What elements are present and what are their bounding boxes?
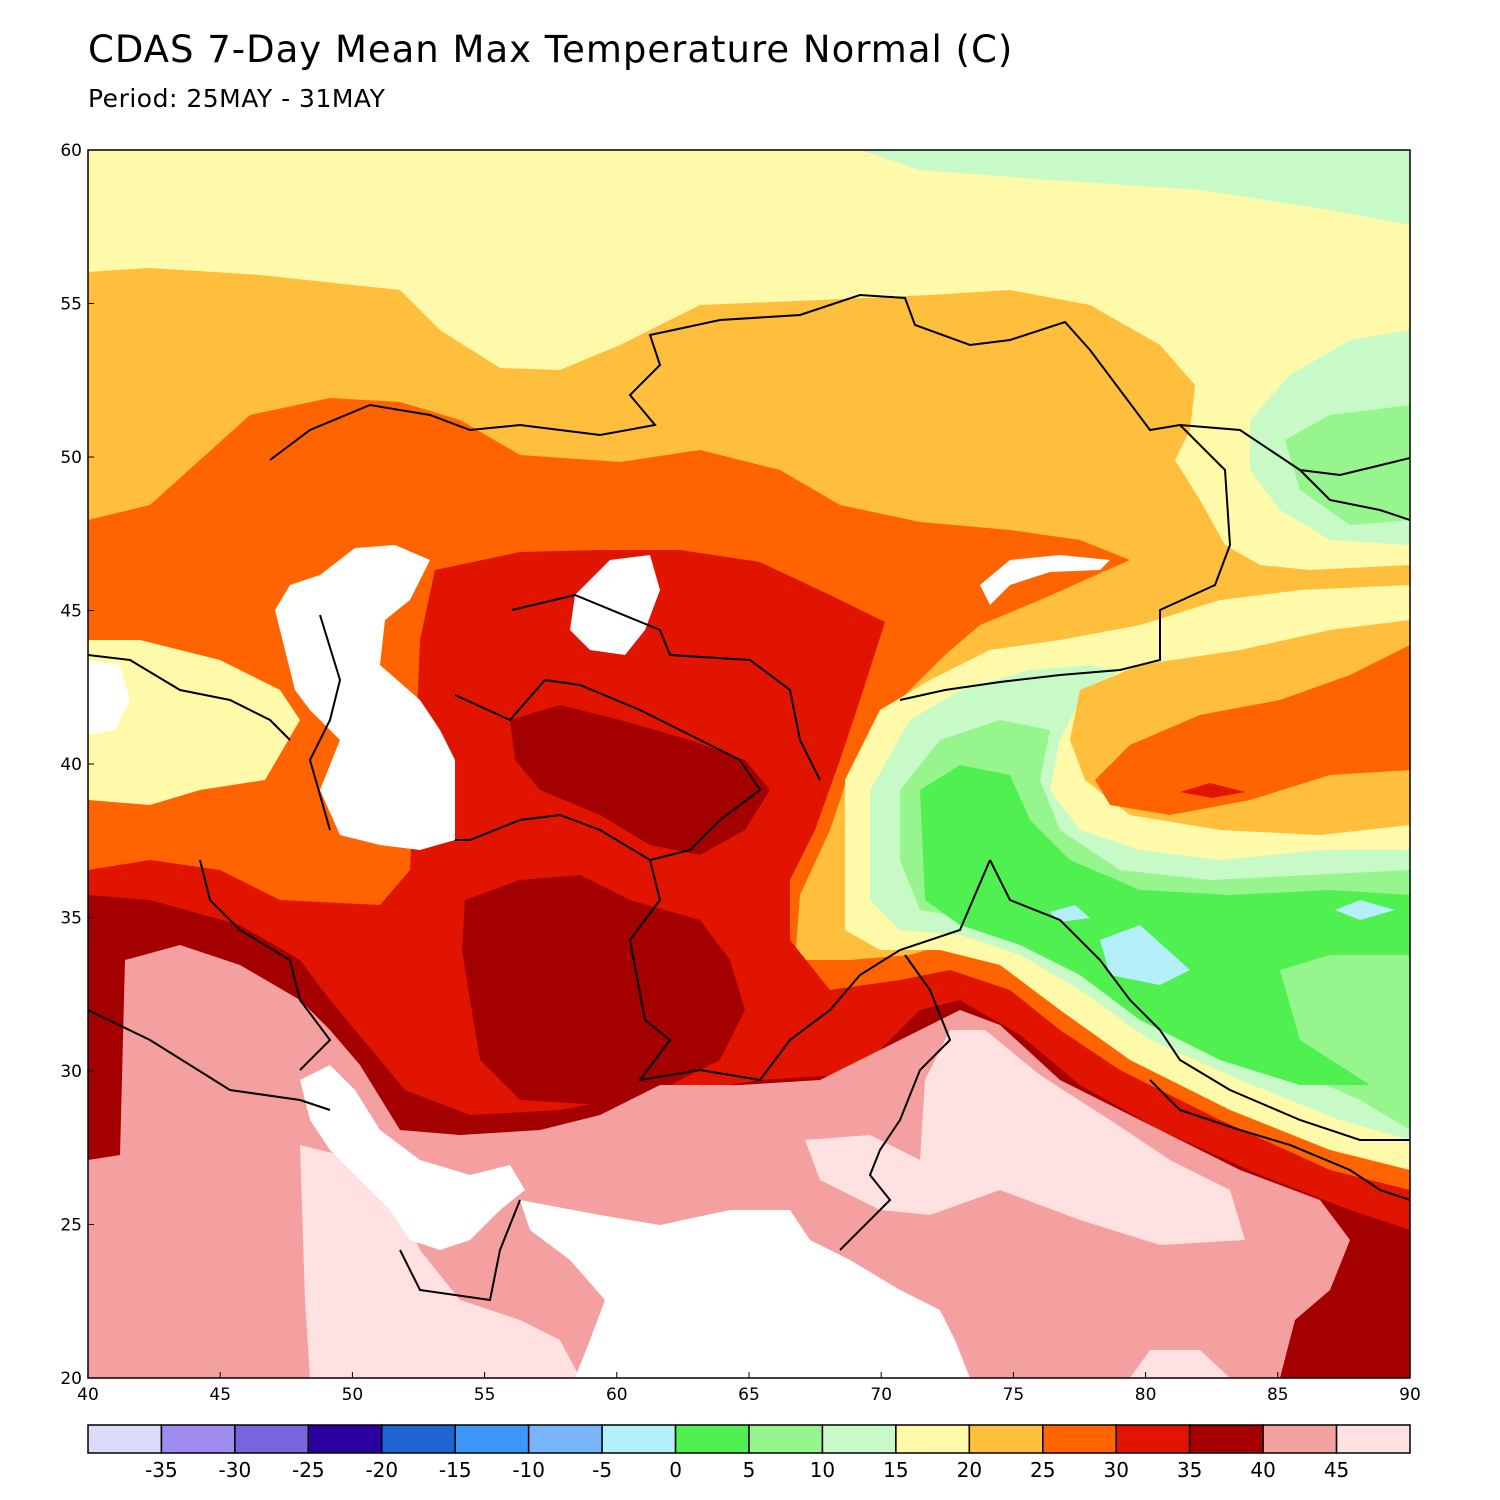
- field-10-15-north: [860, 150, 1410, 225]
- y-tick-label: 50: [60, 448, 82, 468]
- map-title: CDAS 7-Day Mean Max Temperature Normal (…: [88, 28, 1014, 71]
- balkhash-lake: [980, 555, 1110, 605]
- colorbar-swatch: [527, 1424, 603, 1454]
- arabian-sea: [520, 1200, 970, 1378]
- colorbar-label: 20: [957, 1458, 982, 1482]
- colorbar-label: -5: [592, 1458, 612, 1482]
- border-kazakhstan-china: [899, 424, 1232, 701]
- colorbar-swatch: [674, 1424, 750, 1454]
- x-tick-label: 65: [738, 1385, 760, 1405]
- period-subtitle: Period: 25MAY - 31MAY: [88, 84, 386, 113]
- colorbar-swatch: [87, 1424, 163, 1454]
- colorbar-label: 40: [1250, 1458, 1275, 1482]
- colorbar-swatch: [307, 1424, 383, 1454]
- colorbar-label: 0: [669, 1458, 682, 1482]
- aral-sea: [570, 555, 660, 655]
- country-borders: [88, 293, 1410, 1302]
- colorbar-label: 30: [1103, 1458, 1128, 1482]
- border-uzbekistan-turkmenistan: [511, 593, 821, 781]
- border-turkmenistan: [454, 678, 762, 862]
- x-tick-label: 40: [77, 1385, 99, 1405]
- field-45-arabia: [300, 1145, 580, 1378]
- y-tick-label: 45: [60, 602, 82, 622]
- colorbar-label: -30: [219, 1458, 252, 1482]
- border-mongolia: [1299, 469, 1410, 521]
- border-caucasus: [88, 654, 291, 741]
- border-himalaya: [1149, 1079, 1410, 1201]
- colorbar-label: 15: [883, 1458, 908, 1482]
- colorbar: -35 -30 -25 -20 -15 -10 -5 0 5 10 15 20 25 30 35 40 45: [87, 1424, 1411, 1482]
- x-tick-label: 75: [1003, 1385, 1025, 1405]
- colorbar-label: -20: [365, 1458, 398, 1482]
- colorbar-swatch: [160, 1424, 236, 1454]
- x-tick-label: 85: [1267, 1385, 1289, 1405]
- field-minus5-0-a: [1100, 925, 1190, 985]
- colorbar-swatch: [1335, 1424, 1411, 1454]
- x-tick-label: 70: [870, 1385, 892, 1405]
- colorbar-label: -10: [512, 1458, 545, 1482]
- field-35-40-iran: [462, 875, 745, 1105]
- border-india-china: [989, 859, 1410, 1141]
- field-35-40-turan: [510, 705, 770, 855]
- field-minus5-0-c: [1050, 905, 1090, 922]
- border-pakistan-india: [839, 954, 952, 1251]
- x-tick-label: 60: [606, 1385, 628, 1405]
- y-tick-label: 40: [60, 755, 82, 775]
- field-5-10-east: [1285, 405, 1410, 525]
- colorbar-label: 10: [810, 1458, 835, 1482]
- colorbar-swatch: [1042, 1424, 1117, 1454]
- colorbar-label: 5: [743, 1458, 756, 1482]
- y-tick-label: 35: [60, 909, 82, 929]
- black-sea-edge: [88, 660, 130, 735]
- border-kazakhstan-russia: [269, 293, 1410, 477]
- colorbar-label: -25: [292, 1458, 325, 1482]
- y-tick-label: 60: [60, 141, 82, 161]
- y-tick-label: 20: [60, 1369, 82, 1389]
- border-iran-iraq: [199, 859, 332, 1071]
- caspian-sea: [275, 545, 455, 850]
- colorbar-swatch: [601, 1424, 677, 1454]
- border-oman: [399, 1199, 521, 1302]
- colorbar-swatch: [381, 1424, 456, 1454]
- border-afghanistan: [628, 859, 991, 1082]
- colorbar-label: -35: [145, 1458, 178, 1482]
- colorbar-label: 45: [1324, 1458, 1349, 1482]
- x-tick-label: 45: [209, 1385, 231, 1405]
- y-tick-label: 25: [60, 1216, 82, 1236]
- y-tick-label: 30: [60, 1062, 82, 1082]
- x-tick-label: 90: [1399, 1385, 1421, 1405]
- field-minus5-0-b: [1335, 900, 1395, 920]
- x-axis: 40 45 50 55 60 65 70 75 80 85 90: [77, 1372, 1421, 1405]
- colorbar-swatch: [748, 1424, 824, 1454]
- shaded-field: [88, 150, 1410, 1378]
- y-axis: 60 55 50 45 40 35 30 25 20: [60, 141, 94, 1389]
- colorbar-swatch: [234, 1424, 310, 1454]
- persian-gulf: [300, 1065, 525, 1250]
- colorbar-swatch: [821, 1424, 897, 1454]
- colorbar-swatch: [1262, 1424, 1338, 1454]
- colorbar-label: -15: [439, 1458, 472, 1482]
- field-15-20-caucasus: [88, 640, 300, 805]
- colorbar-swatch: [895, 1424, 971, 1454]
- field-35-tarim: [1180, 783, 1245, 798]
- border-arabia: [88, 1009, 331, 1111]
- colorbar-swatch: [968, 1424, 1044, 1454]
- field-0-5: [920, 765, 1410, 1085]
- x-tick-label: 55: [474, 1385, 496, 1405]
- y-tick-label: 55: [60, 295, 82, 315]
- field-30-tarim: [1095, 645, 1410, 815]
- colorbar-swatch: [1188, 1424, 1264, 1454]
- border-caspian-west: [308, 614, 342, 831]
- colorbar-label: 25: [1030, 1458, 1055, 1482]
- colorbar-swatch: [1115, 1424, 1191, 1454]
- x-tick-label: 80: [1135, 1385, 1157, 1405]
- field-45-india: [805, 1030, 1245, 1245]
- field-45-south: [1130, 1350, 1230, 1378]
- x-tick-label: 50: [342, 1385, 364, 1405]
- colorbar-label: 35: [1177, 1458, 1202, 1482]
- colorbar-swatch: [454, 1424, 530, 1454]
